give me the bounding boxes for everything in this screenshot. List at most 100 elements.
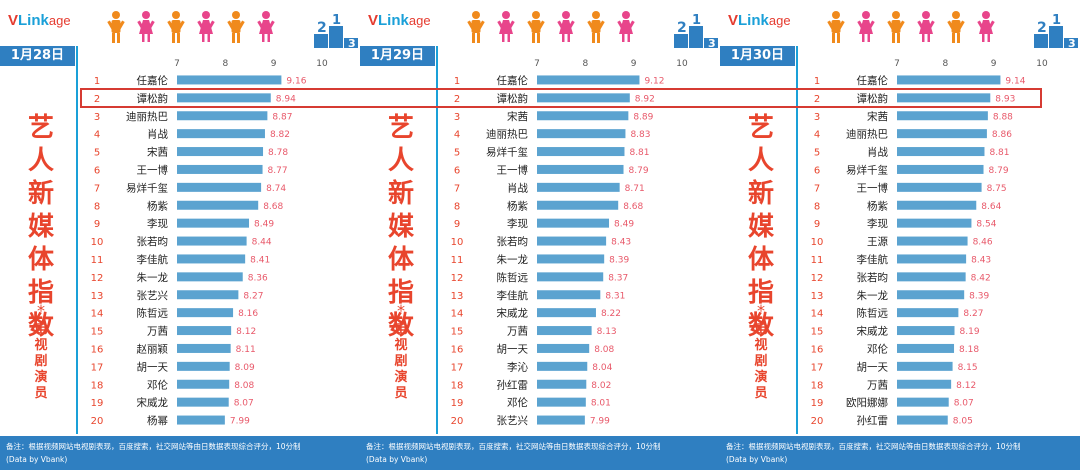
bar-chart: 7 8 9 10 1 任嘉伦 9.12 2 谭松韵 8.92 3 宋茜 8.89 4 迪丽热巴 8.83 5 易烊… — [451, 59, 688, 427]
value-label: 8.13 — [597, 327, 617, 337]
bar — [537, 254, 605, 264]
title-star: * — [37, 301, 45, 320]
category-label: 易烊千玺 — [846, 163, 888, 176]
svg-text:2: 2 — [677, 20, 687, 36]
female-person-icon — [197, 11, 215, 42]
male-person-icon — [947, 11, 965, 43]
logo-text: Link — [378, 12, 409, 29]
rank-label: 10 — [91, 237, 104, 248]
category-label: 李现 — [147, 217, 168, 230]
value-label: 8.93 — [995, 94, 1015, 104]
category-label: 李现 — [867, 217, 888, 230]
category-label: 胡一天 — [137, 360, 169, 373]
value-label: 8.09 — [235, 363, 255, 373]
footer-note-text: 备注：根据视频网站电视剧表现，百度搜索，社交网站等由日数据表现综合评分，10分制 — [6, 442, 301, 451]
category-label: 万茜 — [507, 326, 528, 338]
title-char: 新 — [27, 179, 54, 209]
male-person-icon — [587, 11, 605, 43]
vertical-title: 艺人新媒体指数 — [744, 112, 778, 343]
svg-text:1: 1 — [332, 14, 341, 28]
category-label: 宋茜 — [147, 146, 168, 159]
bar — [537, 272, 604, 282]
bar — [897, 343, 955, 353]
bar — [897, 308, 959, 318]
value-label: 8.02 — [591, 381, 611, 391]
value-label: 8.01 — [591, 399, 611, 409]
value-label: 8.46 — [973, 238, 993, 248]
bar — [537, 326, 592, 336]
value-label: 8.82 — [270, 130, 290, 140]
category-label: 邓伦 — [507, 396, 528, 409]
category-label: 邓伦 — [867, 342, 888, 355]
bar — [537, 182, 620, 192]
bar — [897, 236, 968, 246]
rank-label: 1 — [814, 76, 820, 87]
category-label: 易烊千玺 — [486, 146, 528, 159]
chart-panel: VLinkage 2 1 3 1月29日艺人新媒体指数 * 电视剧演员 7 8 9 10 1 任嘉伦 9.… — [360, 0, 720, 470]
female-person-icon — [977, 11, 995, 42]
subtitle-char: 视 — [754, 338, 768, 353]
category-label: 李沁 — [507, 360, 528, 373]
rank-label: 2 — [454, 94, 460, 105]
rank-label: 20 — [811, 416, 824, 427]
rank-label: 3 — [454, 112, 460, 123]
value-label: 8.71 — [625, 184, 645, 194]
bar-chart: 7 8 9 10 1 任嘉伦 9.14 2 谭松韵 8.93 3 宋茜 8.88 4 迪丽热巴 8.86 5 肖战… — [811, 59, 1048, 427]
category-label: 迪丽热巴 — [126, 110, 168, 123]
value-label: 8.05 — [953, 417, 973, 427]
male-person-icon — [227, 11, 245, 43]
subtitle-char: 电 — [394, 322, 408, 337]
rank-label: 11 — [91, 255, 104, 266]
footer-note-text: 备注：根据视频网站电视剧表现，百度搜索，社交网站等由日数据表现综合评分，10分制 — [366, 442, 661, 451]
bar — [177, 272, 243, 282]
bar — [537, 379, 587, 389]
subtitle-char: 员 — [754, 386, 768, 401]
rank-label: 18 — [91, 380, 104, 391]
bar — [897, 415, 948, 425]
category-label: 李现 — [507, 217, 528, 230]
category-label: 李佳航 — [137, 253, 169, 266]
rank-label: 15 — [91, 327, 104, 338]
male-person-icon — [827, 11, 845, 43]
category-label: 李佳航 — [497, 289, 529, 302]
rank-label: 14 — [91, 309, 104, 320]
bar — [177, 361, 230, 371]
bar — [537, 129, 626, 139]
value-label: 8.74 — [266, 184, 286, 194]
value-label: 8.37 — [608, 273, 628, 283]
rank-label: 4 — [454, 130, 460, 141]
value-label: 8.89 — [633, 112, 653, 122]
rank-label: 19 — [811, 398, 824, 409]
bar — [537, 308, 596, 318]
rank-label: 15 — [811, 327, 824, 338]
male-person-icon — [527, 11, 545, 43]
subtitle-char: 演 — [394, 370, 408, 385]
bar — [177, 147, 264, 157]
x-tick-label: 10 — [316, 59, 328, 69]
category-label: 孙红雷 — [857, 414, 889, 427]
rank-label: 8 — [94, 201, 100, 212]
bar — [897, 200, 977, 210]
category-label: 任嘉伦 — [497, 74, 529, 87]
subtitle-char: 员 — [394, 386, 408, 401]
vlinkage-logo: VLinkage — [728, 12, 791, 29]
bar — [897, 361, 953, 371]
vertical-subtitle: 电视剧演员 — [24, 322, 58, 402]
podium-icon: 2 13 — [314, 14, 358, 48]
people-icons — [467, 11, 635, 43]
value-label: 8.81 — [629, 148, 649, 158]
category-label: 张若昀 — [137, 235, 169, 248]
rank-label: 7 — [814, 183, 820, 194]
bar — [177, 129, 265, 139]
bar — [897, 290, 965, 300]
rank-label: 17 — [451, 362, 464, 373]
rank-label: 16 — [91, 344, 104, 355]
title-char: 体 — [27, 245, 54, 275]
rank-label: 13 — [91, 291, 104, 302]
category-label: 张若昀 — [857, 271, 889, 284]
rank-label: 12 — [451, 273, 464, 284]
category-label: 杨幂 — [147, 414, 168, 427]
title-char: 数 — [747, 311, 774, 341]
bar — [897, 397, 949, 407]
bar — [897, 129, 987, 139]
